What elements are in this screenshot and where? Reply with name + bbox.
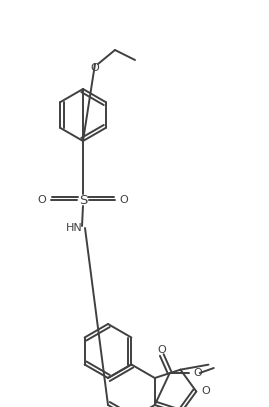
Text: O: O bbox=[157, 345, 166, 355]
Text: HN: HN bbox=[66, 223, 82, 233]
Text: O: O bbox=[194, 368, 203, 378]
Text: O: O bbox=[38, 195, 46, 205]
Text: S: S bbox=[79, 193, 87, 206]
Text: O: O bbox=[201, 387, 210, 396]
Text: O: O bbox=[91, 63, 99, 73]
Text: O: O bbox=[120, 195, 128, 205]
